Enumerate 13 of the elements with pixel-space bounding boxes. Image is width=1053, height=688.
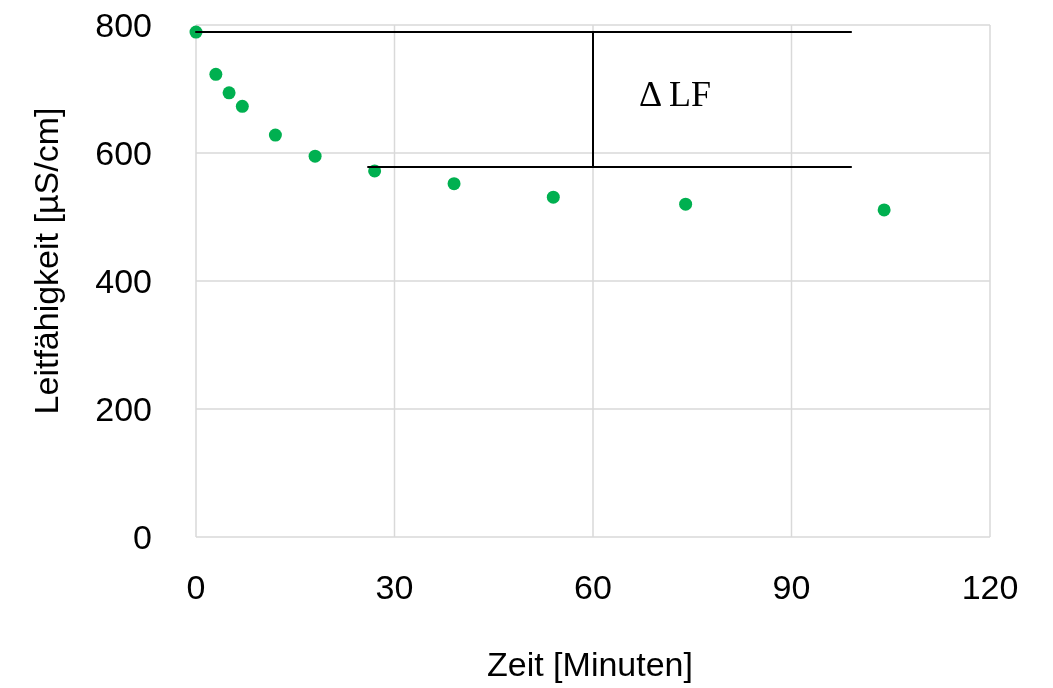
x-tick-label: 120 (961, 568, 1019, 606)
y-tick-label: 600 (95, 134, 152, 172)
x-tick-label: 90 (772, 568, 811, 606)
y-tick-label: 400 (95, 262, 152, 300)
annotation: Δ LF (638, 74, 712, 114)
x-tick-label: 30 (375, 568, 414, 606)
y-axis-title: Leitfähigkeit [µS/cm] (27, 107, 65, 415)
x-tick-label: 0 (186, 568, 206, 606)
y-tick-label: 200 (95, 390, 152, 428)
y-tick-label: 800 (95, 6, 152, 44)
x-tick-label: 60 (574, 568, 612, 606)
x-axis-title: Zeit [Minuten] (487, 645, 693, 683)
y-tick-label: 0 (133, 518, 152, 556)
